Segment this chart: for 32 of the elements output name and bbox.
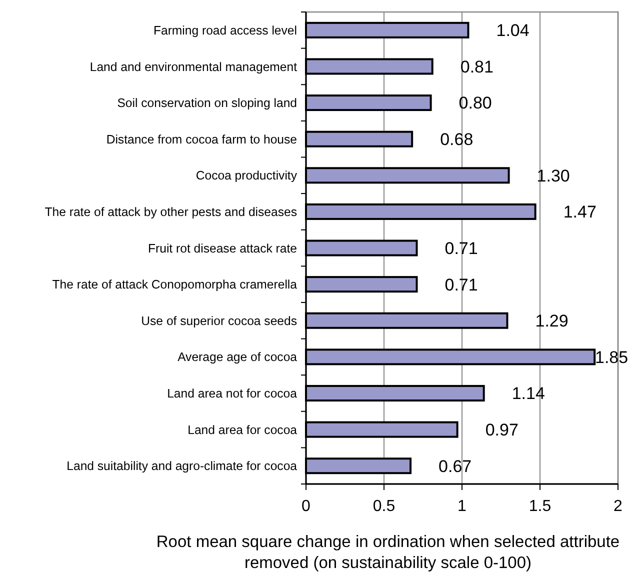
- data-label: 0.80: [458, 94, 492, 113]
- y-tick-label: Soil conservation on sloping land: [117, 96, 298, 110]
- y-tick-label: Farming road access level: [153, 23, 297, 38]
- data-label: 0.68: [440, 130, 474, 150]
- x-tick-label: 0.5: [372, 498, 396, 515]
- y-tick-label: Cocoa productivity: [196, 168, 298, 183]
- data-label: 0.71: [444, 238, 478, 258]
- data-label: 0.67: [438, 456, 472, 476]
- y-tick-label: Land area for cocoa: [188, 422, 298, 437]
- y-tick-label: The rate of attack Conopomorpha cramerella: [52, 278, 298, 292]
- y-tick-label: Average age of cocoa: [178, 350, 298, 364]
- data-label: 1.30: [536, 166, 570, 186]
- data-label: 1.04: [496, 21, 530, 40]
- y-tick-label: Land suitability and agro-climate for cocoa: [66, 459, 298, 474]
- y-tick-label: Land area not for cocoa: [167, 386, 298, 401]
- y-tick-label: Land and environmental management: [90, 60, 298, 74]
- data-label: 1.29: [535, 312, 568, 331]
- data-label: 1.47: [563, 202, 596, 222]
- x-tick-label: 1: [458, 498, 467, 515]
- data-label: 1.14: [512, 384, 545, 404]
- data-label: 0.71: [444, 275, 478, 294]
- x-axis-title: Root mean square change in ordination when selected attribute removed (on sustainability scale 0-100): [156, 533, 620, 572]
- data-label: 0.97: [485, 420, 518, 440]
- data-label: 1.85: [595, 348, 628, 367]
- x-tick-label: 2: [614, 498, 623, 515]
- y-tick-label: The rate of attack by other pests and diseases: [44, 204, 297, 219]
- x-tick-label: 0: [302, 498, 311, 515]
- data-label: 0.81: [460, 57, 494, 76]
- y-tick-label: Distance from cocoa farm to house: [106, 132, 298, 146]
- x-tick-label: 1.5: [528, 498, 552, 515]
- y-tick-label: Use of superior cocoa seeds: [141, 314, 297, 328]
- y-tick-label: Fruit rot disease attack rate: [148, 241, 298, 256]
